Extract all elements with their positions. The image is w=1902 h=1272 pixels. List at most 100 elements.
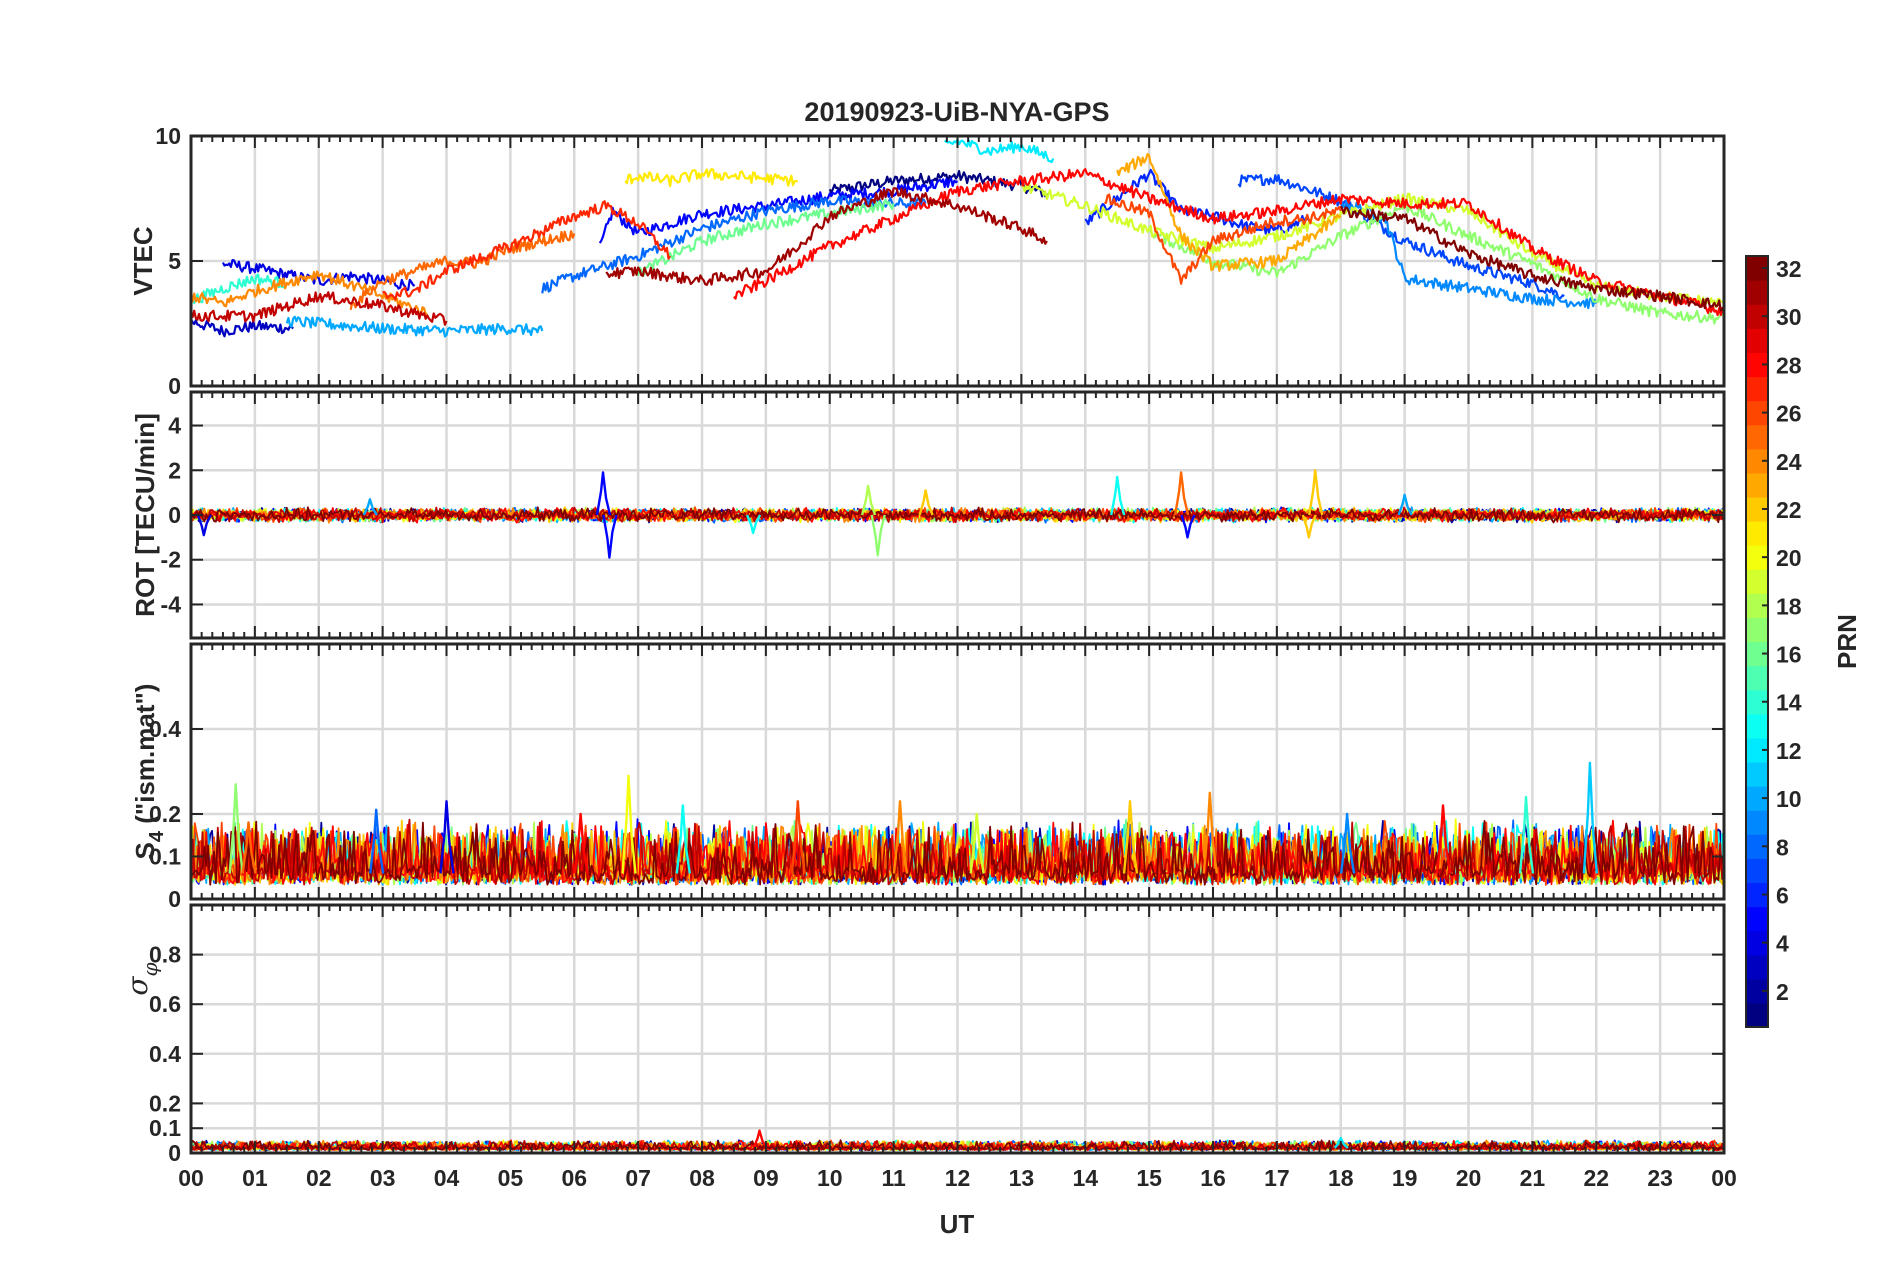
y-axis-label-sigma: σφ [121, 962, 162, 995]
rot-spike-prn-10 [1397, 493, 1413, 516]
colorbar-swatch-prn-9 [1746, 810, 1768, 835]
y-tick-label: 0 [168, 502, 181, 528]
rot-spike-prn-22 [1301, 514, 1317, 539]
colorbar-tick-label: 18 [1776, 593, 1802, 619]
colorbar-swatch-prn-16 [1746, 641, 1768, 667]
colorbar-tick-label: 32 [1776, 256, 1802, 282]
panel-vtec-frame [189, 134, 1726, 388]
colorbar-swatch-prn-17 [1746, 617, 1768, 643]
colorbar-swatch-prn-21 [1746, 521, 1768, 546]
colorbar-swatch-prn-22 [1746, 496, 1768, 522]
vtec-series-prn-27 [382, 200, 672, 301]
rot-spike-prn-22 [1308, 469, 1324, 516]
colorbar-swatch-prn-26 [1746, 400, 1768, 426]
panel-s4-frame [189, 642, 1726, 901]
vtec-series-prn-12 [943, 138, 1055, 164]
colorbar-swatch-prn-15 [1746, 665, 1768, 691]
vtec-series-prn-14 [191, 273, 288, 305]
colorbar-swatch-prn-10 [1746, 786, 1768, 811]
x-tick-label: 09 [753, 1165, 779, 1191]
x-tick-label: 21 [1520, 1165, 1546, 1191]
s4-spike-prn-26 [790, 800, 806, 874]
s4-spike-prn-14 [1518, 795, 1535, 874]
panel-rot-ticks [190, 392, 1725, 638]
s4-spike-prn-20 [621, 774, 637, 874]
x-tick-label: 01 [242, 1165, 268, 1191]
colorbar-tick-label: 6 [1776, 882, 1789, 908]
x-tick-label: 17 [1264, 1165, 1290, 1191]
rot-spike-prn-17 [870, 514, 886, 557]
colorbar-swatch-prn-7 [1746, 858, 1768, 884]
colorbar-swatch-prn-8 [1746, 834, 1768, 859]
rot-spike-prn-13 [745, 514, 762, 535]
rot-spike-prn-22 [918, 489, 934, 516]
vtec-series-prn-30 [191, 291, 448, 326]
y-tick-label: -2 [161, 547, 181, 573]
y-tick-label: 0.1 [149, 1115, 181, 1141]
vtec-series-prn-3 [191, 318, 294, 338]
rot-spike-prn-5 [602, 514, 618, 559]
colorbar-swatch-prn-5 [1746, 906, 1768, 932]
y-tick-label: 0 [168, 373, 181, 399]
y-tick-label: 0.4 [149, 716, 181, 742]
x-tick-label: 14 [1072, 1165, 1098, 1191]
colorbar-tick-label: 4 [1776, 931, 1789, 957]
colorbar-swatch-prn-27 [1746, 376, 1768, 402]
colorbar-swatch-prn-1 [1746, 1002, 1768, 1028]
vtec-series-prn-26 [1104, 193, 1342, 285]
colorbar-tick-label: 16 [1776, 642, 1802, 668]
panel-sigma_phi: 00.10.20.40.60.8σφ [121, 903, 1726, 1166]
rot-spike-prn-5 [1180, 514, 1196, 539]
colorbar-swatch-prn-11 [1746, 761, 1768, 787]
colorbar-tick-label: 10 [1776, 786, 1802, 812]
vtec-series-prn-7 [1237, 174, 1565, 300]
x-tick-label: 16 [1200, 1165, 1226, 1191]
panel-vtec-plot-area [191, 138, 1724, 338]
x-tick-label: 00 [1711, 1165, 1737, 1191]
y-tick-label: 0.1 [149, 844, 181, 870]
x-tick-label: 18 [1328, 1165, 1354, 1191]
colorbar-swatch-prn-32 [1746, 256, 1768, 281]
s4-spike-prn-13 [675, 804, 691, 874]
vtec-series-prn-17 [1148, 201, 1724, 325]
colorbar-swatch-prn-19 [1746, 569, 1768, 594]
colorbar-tick-label: 28 [1776, 352, 1802, 378]
s4-spike-prn-4 [439, 800, 455, 874]
y-tick-label: 5 [168, 248, 181, 274]
vtec-series-prn-31 [605, 187, 1048, 286]
rot-spike-prn-13 [1110, 475, 1126, 516]
x-tick-label: 06 [561, 1165, 587, 1191]
x-tick-label: 05 [498, 1165, 524, 1191]
y-tick-label: 0.2 [149, 801, 181, 827]
x-tick-label: 04 [434, 1165, 460, 1191]
colorbar-frame [1745, 255, 1769, 1028]
rot-spike-prn-25 [1173, 471, 1190, 516]
colorbar-tick-label: 2 [1776, 979, 1789, 1005]
y-tick-label: 0.6 [149, 991, 181, 1017]
s4-spike-prn-11 [1582, 761, 1599, 874]
colorbar-tick-label: 24 [1776, 449, 1802, 475]
y-axis-label-s4: S4 ("ism.mat") [130, 684, 168, 860]
colorbar-tick-label: 8 [1776, 834, 1789, 860]
vtec-series-prn-5 [598, 177, 959, 244]
panel-sigma_phi-frame [189, 903, 1726, 1155]
s4-spike-prn-9 [1339, 812, 1356, 874]
rot-spike-prn-4 [196, 514, 212, 537]
s4-spike-prn-17 [228, 783, 244, 874]
vtec-series-prn-24 [191, 270, 428, 317]
y-label-sub: 4 [146, 830, 168, 842]
panel-s4: 0 0.1 0.2 0.4S4 ("ism.mat") [130, 642, 1726, 912]
colorbar-swatch-prn-24 [1746, 448, 1768, 474]
panel-rot-plot-area [191, 469, 1724, 559]
y-tick-label: 0 [168, 886, 181, 912]
x-tick-label: 10 [817, 1165, 843, 1191]
s4-spike-prn-28 [1435, 804, 1452, 874]
colorbar-tick-label: 22 [1776, 497, 1802, 523]
vtec-series-prn-4 [221, 259, 416, 292]
y-axis-label-vtec: VTEC [128, 226, 158, 296]
colorbar-swatch-prn-2 [1746, 978, 1768, 1004]
x-tick-label: 20 [1456, 1165, 1482, 1191]
y-tick-label: 2 [168, 457, 181, 483]
